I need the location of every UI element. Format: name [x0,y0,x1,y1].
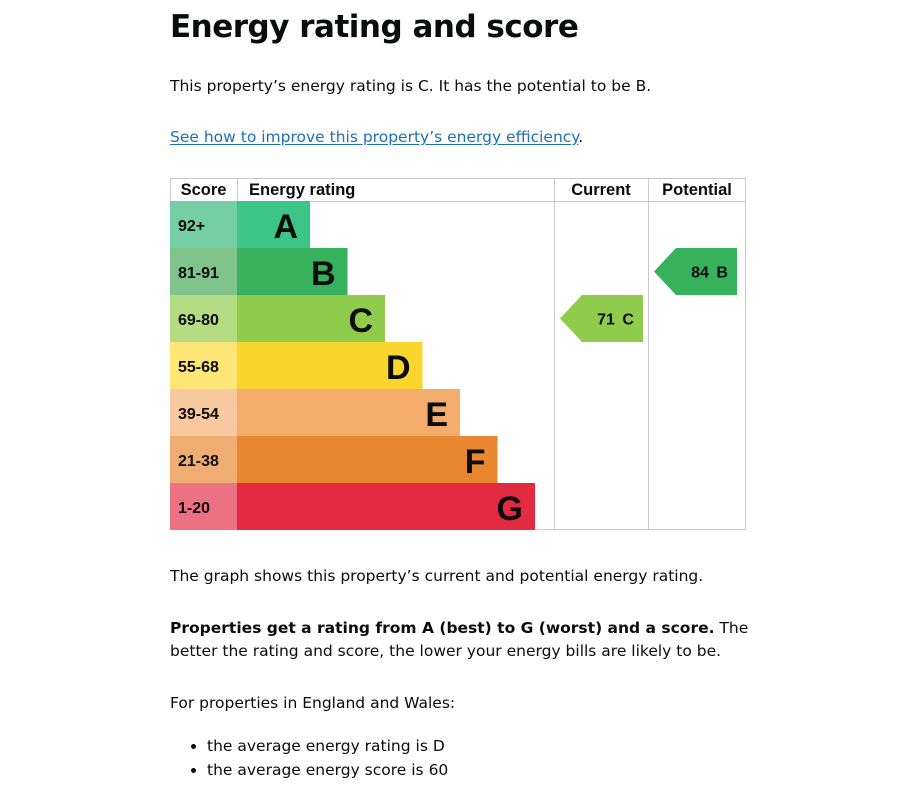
header-score: Score [181,181,227,199]
potential-rating-label: 84 B [691,265,728,282]
rating-bar-d [237,342,423,389]
score-cell-f [170,436,237,483]
rating-bar-b [237,248,348,295]
header-energy-rating: Energy rating [249,181,355,199]
score-range-f: 21-38 [178,453,219,470]
current-rating-label: 71 C [597,312,634,329]
rating-letter-f: F [465,443,486,481]
rating-bar-e [237,389,460,436]
score-cell-e [170,389,237,436]
header-current: Current [571,181,631,199]
score-cell-g [170,483,237,530]
page-title: Energy rating and score [170,9,579,45]
score-cell-b [170,248,237,295]
score-range-d: 55-68 [178,359,219,376]
rating-bar-f [237,436,498,483]
averages-list: the average energy rating is D the avera… [170,734,448,782]
potential-rating-arrow [654,248,737,295]
rating-bar-c [237,295,385,342]
score-cell-a [170,201,237,248]
rating-bar-a [237,201,310,248]
rating-letter-a: A [273,208,298,246]
score-range-b: 81-91 [178,265,219,282]
rating-letter-b: B [311,255,336,293]
header-potential: Potential [662,181,732,199]
rating-letter-d: D [386,349,411,387]
graph-caption: The graph shows this property’s current … [170,567,704,585]
rating-letter-c: C [348,302,373,340]
energy-rating-chart: Score Energy rating Current Potential 92+ A 81… [170,178,746,530]
improve-efficiency-link[interactable]: See how to improve this property’s energ… [170,128,579,146]
rating-letter-e: E [425,396,448,434]
score-cell-c [170,295,237,342]
rating-letter-g: G [497,490,523,528]
average-rating-item: the average energy rating is D [207,734,448,758]
current-rating-arrow [560,295,643,342]
rating-explanation: Properties get a rating from A (best) to… [170,617,760,663]
score-cell-d [170,342,237,389]
average-score-item: the average energy score is 60 [207,758,448,782]
rating-summary: This property’s energy rating is C. It h… [170,77,652,95]
improve-link-line: See how to improve this property’s energ… [170,126,583,149]
rating-explanation-bold: Properties get a rating from A (best) to… [170,619,715,637]
score-range-e: 39-54 [178,406,219,423]
england-wales-heading: For properties in England and Wales: [170,694,456,712]
score-range-a: 92+ [178,218,205,235]
score-range-g: 1-20 [178,500,210,517]
rating-explanation-rest: The better the rating and score, the low… [170,619,749,660]
link-suffix: . [578,128,584,146]
rating-bar-g [237,483,535,530]
score-range-c: 69-80 [178,312,219,329]
